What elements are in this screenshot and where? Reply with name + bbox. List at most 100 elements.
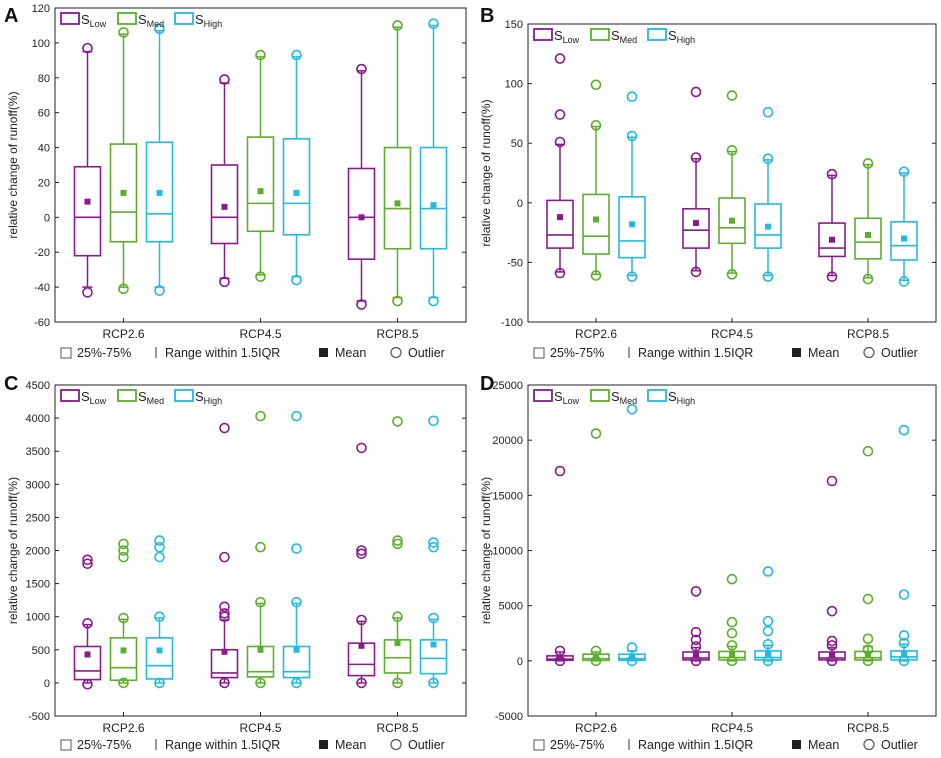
legend-base: S [81, 389, 90, 404]
outlier-point [690, 266, 702, 278]
outlier-point [82, 287, 93, 298]
outlier-point [291, 596, 302, 608]
legend-label-med: SMed [138, 389, 164, 406]
iqr-box [282, 138, 311, 236]
outlier-key-icon [863, 738, 875, 751]
mean-marker [120, 647, 127, 654]
legend-subscript: Low [90, 19, 107, 29]
legend-subscript: High [204, 396, 223, 406]
iqr-box [383, 639, 412, 674]
x-tick-label: RCP8.5 [847, 327, 889, 341]
mean-marker [557, 214, 563, 221]
outlier-point [862, 445, 874, 457]
mean-key-label: Mean [808, 346, 839, 360]
y-tick-label: 10000 [492, 546, 523, 558]
legend-label-med: SMed [611, 28, 637, 45]
box-med-rcp26 [109, 27, 138, 295]
x-tick-label: RCP4.5 [711, 721, 753, 735]
legend-base: S [611, 28, 620, 43]
outlier-point [154, 23, 165, 35]
iqr-box [145, 141, 174, 243]
panel-a: A -60 -40 -20 0 20 40 60 80 100 120 relative change… [4, 3, 467, 360]
outlier-point [898, 276, 910, 287]
outlier-point [726, 640, 738, 651]
range-key-label: Range within 1.5IQR [638, 738, 753, 752]
x-tick-label: RCP8.5 [376, 327, 418, 341]
outlier-point [762, 638, 774, 650]
mean-key-icon [792, 740, 801, 749]
x-tick-label: RCP2.6 [102, 327, 144, 341]
y-tick-label: -5000 [495, 711, 523, 723]
y-tick-label: 40 [38, 143, 50, 155]
outlier-point [392, 295, 403, 307]
mean-key-icon [792, 348, 801, 357]
outlier-point [356, 63, 367, 75]
box-med-rcp26 [109, 538, 138, 689]
y-tick-label: -500 [28, 711, 50, 723]
outlier-point [356, 614, 367, 626]
box-high-rcp45 [754, 106, 782, 283]
legend-label-high: SHigh [668, 28, 695, 45]
outlier-point [898, 424, 910, 436]
outlier-point [118, 283, 129, 295]
range-key-label: Range within 1.5IQR [165, 346, 280, 360]
outlier-point [762, 106, 774, 118]
outlier-point [392, 535, 403, 546]
axes-frame [527, 384, 937, 717]
outlier-point [554, 136, 566, 148]
outlier-point [554, 267, 566, 279]
mean-marker [829, 652, 835, 659]
outlier-point [82, 618, 93, 629]
outlier-point [762, 625, 774, 637]
mean-marker [221, 648, 228, 655]
y-tick-label: 150 [505, 19, 523, 31]
iqr-box [890, 221, 918, 261]
mean-key-icon [319, 740, 328, 749]
outlier-point [690, 152, 702, 163]
mean-marker [84, 651, 91, 658]
outlier-key-label: Outlier [881, 346, 918, 360]
legend-label-low: SLow [554, 389, 580, 406]
legend-subscript: High [677, 35, 696, 45]
legend-swatch-high [647, 28, 667, 41]
panel-letter: C [4, 373, 18, 395]
outlier-point [154, 611, 165, 623]
box-key-icon [60, 739, 72, 751]
iqr-box [73, 165, 102, 257]
box-key-icon [533, 739, 545, 751]
mean-marker [430, 202, 437, 209]
y-tick-label: 50 [511, 138, 523, 150]
iqr-box [818, 222, 846, 258]
box-med-rcp45 [246, 410, 275, 689]
box-med-rcp45 [246, 49, 275, 282]
legend-subscript: Med [620, 35, 638, 45]
mean-marker [358, 214, 365, 221]
outlier-point [118, 545, 129, 556]
box-med-rcp85 [854, 445, 882, 667]
x-tick-label: RCP4.5 [239, 721, 281, 735]
box-med-rcp85 [383, 416, 412, 689]
y-tick-label: 0 [44, 212, 50, 224]
iqr-box [854, 217, 882, 260]
outlier-point [862, 655, 874, 667]
legend-base: S [554, 28, 563, 43]
x-tick-label: RCP8.5 [376, 721, 418, 735]
mean-key-label: Mean [808, 738, 839, 752]
y-tick-label: 0 [517, 656, 523, 668]
legend-swatch-low [60, 389, 80, 402]
outlier-point [762, 566, 774, 577]
outlier-point [726, 90, 738, 101]
axes-frame [54, 384, 467, 717]
box-key-label: 25%-75% [77, 738, 131, 752]
iqr-box [818, 651, 846, 661]
box-high-rcp45 [754, 566, 782, 667]
outlier-key-label: Outlier [881, 738, 918, 752]
legend-label-low: SLow [81, 389, 107, 406]
mean-marker [629, 221, 635, 228]
box-high-rcp45 [282, 410, 311, 689]
mean-marker [901, 235, 907, 242]
x-tick-label: RCP2.6 [575, 327, 617, 341]
legend-label-low: SLow [81, 12, 107, 29]
mean-marker [293, 646, 300, 653]
